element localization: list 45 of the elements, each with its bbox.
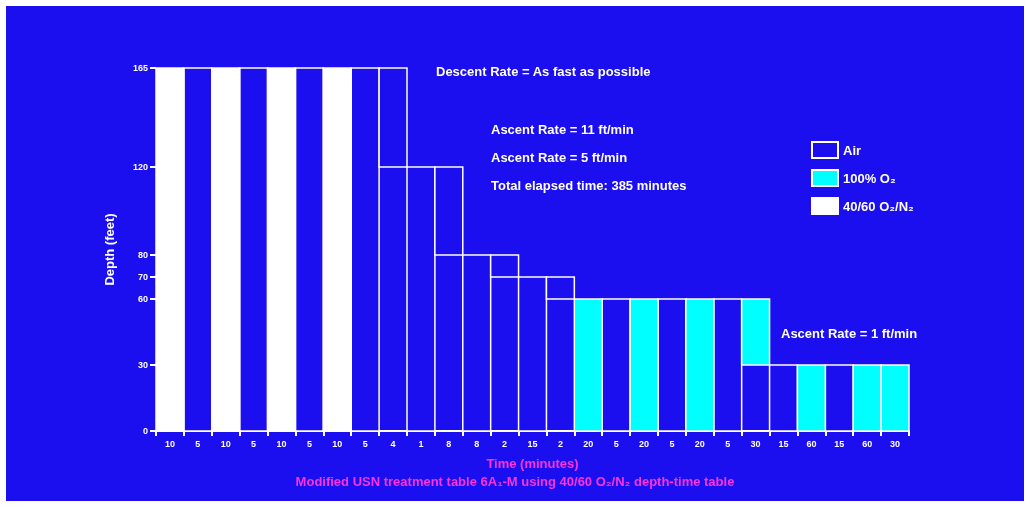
x-axis-title: Time (minutes) <box>486 456 579 471</box>
x-tick-label: 30 <box>750 438 761 449</box>
y-axis-title: Depth (feet) <box>102 213 117 286</box>
x-tick-label: 15 <box>527 438 538 449</box>
x-tick-label: 20 <box>639 438 650 449</box>
legend-label: 100% O₂ <box>843 170 896 186</box>
x-tick-label: 10 <box>220 438 231 449</box>
annotation: Total elapsed time: 385 minutes <box>491 178 687 193</box>
x-tick-label: 10 <box>276 438 287 449</box>
x-tick-label: 5 <box>613 438 619 449</box>
x-tick-label: 4 <box>390 438 396 449</box>
annotation: Ascent Rate = 5 ft/min <box>491 150 628 165</box>
x-tick-label: 2 <box>557 438 563 449</box>
x-tick-label: 5 <box>195 438 201 449</box>
x-tick-label: 60 <box>806 438 817 449</box>
x-tick-label: 60 <box>862 438 873 449</box>
x-tick-label: 10 <box>164 438 175 449</box>
x-tick-label: 15 <box>834 438 845 449</box>
annotation: Descent Rate = As fast as possible <box>436 64 651 79</box>
y-tick-label: 120 <box>132 162 148 172</box>
x-tick-label: 5 <box>306 438 312 449</box>
x-tick-label: 20 <box>694 438 705 449</box>
y-tick-label: 70 <box>137 272 148 282</box>
y-tick-label: 60 <box>137 294 148 304</box>
x-tick-label: 5 <box>251 438 257 449</box>
legend-label: Air <box>843 142 862 158</box>
x-tick-label: 20 <box>583 438 594 449</box>
x-tick-label: 15 <box>778 438 789 449</box>
y-tick-label: 30 <box>137 360 148 370</box>
x-tick-label: 8 <box>446 438 452 449</box>
x-tick-label: 8 <box>474 438 480 449</box>
x-tick-label: 5 <box>362 438 368 449</box>
text: Modified USN treatment table 6A₁-M using 40/60 O₂/N₂ depth-time table <box>294 474 736 489</box>
x-tick-label: 1 <box>418 438 424 449</box>
x-tick-label: 2 <box>502 438 508 449</box>
y-tick-label: 165 <box>132 63 148 73</box>
y-tick-label: 0 <box>142 426 148 436</box>
x-tick-label: 10 <box>332 438 343 449</box>
annotation: Ascent Rate = 1 ft/min <box>781 326 918 341</box>
annotation: Ascent Rate = 11 ft/min <box>491 122 634 137</box>
x-tick-label: 5 <box>669 438 675 449</box>
y-tick-label: 80 <box>137 250 148 260</box>
x-tick-label: 30 <box>890 438 901 449</box>
legend-label: 40/60 O₂/N₂ <box>843 198 915 214</box>
x-tick-label: 5 <box>725 438 731 449</box>
